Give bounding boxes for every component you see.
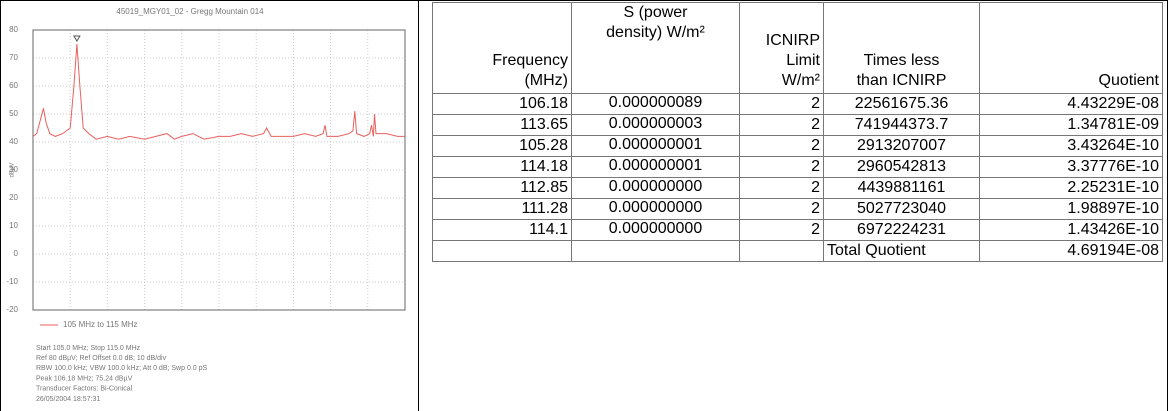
table-cell: 0.000000001 <box>571 156 740 178</box>
y-tick-label: -10 <box>6 277 18 286</box>
table-cell: 2 <box>739 156 824 178</box>
table-cell: 0.000000000 <box>571 219 740 241</box>
empty-cell <box>432 240 572 262</box>
table-cell: 3.37776E-10 <box>979 156 1163 178</box>
table-row: 112.85 0.000000000 2 4439881161 2.25231E-10 <box>432 177 1163 199</box>
table-cell: 1.43426E-10 <box>979 219 1163 241</box>
table-cell: 0.000000089 <box>571 93 740 115</box>
empty-cell <box>571 240 740 262</box>
total-label: Total Quotient <box>823 240 980 262</box>
header-row: Frequency (MHz) S (power density) W/m² ICNIR… <box>432 2 1163 94</box>
table-cell: 2 <box>739 135 824 157</box>
table-row: 111.28 0.000000000 2 5027723040 1.98897E-10 <box>432 198 1163 220</box>
table-cell: 2 <box>739 219 824 241</box>
y-tick-label: 60 <box>9 81 18 90</box>
info-line: 26/05/2004 18:57:31 <box>36 396 100 403</box>
table-cell: 111.28 <box>432 198 572 220</box>
table-cell: 0.000000001 <box>571 135 740 157</box>
table-cell: 5027723040 <box>823 198 980 220</box>
total-value: 4.69194E-08 <box>979 240 1163 262</box>
table-cell: 1.98897E-10 <box>979 198 1163 220</box>
chart-title: 45019_MGY01_02 - Gregg Mountain 014 <box>116 7 264 16</box>
table-cell: 2 <box>739 177 824 199</box>
table-cell: 22561675.36 <box>823 93 980 115</box>
divider <box>418 0 419 411</box>
y-tick-label: 70 <box>9 53 18 62</box>
quotient-table: Frequency (MHz) S (power density) W/m² ICNIR… <box>432 2 1163 262</box>
table-row: 114.1 0.000000000 2 6972224231 1.43426E-10 <box>432 219 1163 241</box>
header-cell: Quotient <box>979 2 1163 94</box>
total-row: Total Quotient 4.69194E-08 <box>432 240 1163 262</box>
table-cell: 0.000000000 <box>571 198 740 220</box>
table-cell: 105.28 <box>432 135 572 157</box>
plot-frame <box>32 29 406 311</box>
y-tick-label: 20 <box>9 193 18 202</box>
table-body: 106.18 0.000000089 2 22561675.36 4.43229E-08… <box>432 93 1163 262</box>
table-cell: 114.1 <box>432 219 572 241</box>
table-cell: 0.000000003 <box>571 114 740 136</box>
peak-marker <box>73 35 81 42</box>
info-line: Start 105.0 MHz; Stop 115.0 MHz <box>36 345 141 352</box>
info-line: Transducer Factors: Bi-Conical <box>36 386 133 393</box>
header-cell: S (power density) W/m² <box>571 2 740 94</box>
table-row: 114.18 0.000000001 2 2960542813 3.37776E-10 <box>432 156 1163 178</box>
table-cell: 112.85 <box>432 177 572 199</box>
table-cell: 3.43264E-10 <box>979 135 1163 157</box>
table-cell: 114.18 <box>432 156 572 178</box>
y-tick-label: 40 <box>9 137 18 146</box>
info-line: Ref 80 dBµV; Ref Offset 0.0 dB; 10 dB/di… <box>36 355 167 362</box>
empty-cell <box>739 240 824 262</box>
spectrum-line <box>32 43 405 140</box>
info-line: Peak 106.18 MHz; 75.24 dBµV <box>36 375 133 382</box>
table-cell: 1.34781E-09 <box>979 114 1163 136</box>
header-line: Frequency <box>492 52 568 69</box>
table-cell: 2.25231E-10 <box>979 177 1163 199</box>
y-tick-label: -20 <box>6 305 18 314</box>
header-line: Times less <box>863 52 940 69</box>
chart: 45019_MGY01_02 - Gregg Mountain 014 dBµV… <box>6 7 406 403</box>
y-tick-label: 0 <box>14 249 19 258</box>
info-line: RBW 100.0 kHz; VBW 100.0 kHz; Att 0 dB; … <box>36 365 208 372</box>
y-tick-label: 10 <box>9 221 18 230</box>
header-cell: Frequency (MHz) <box>432 2 572 94</box>
header-line: S (power <box>623 4 688 21</box>
table-row: 106.18 0.000000089 2 22561675.36 4.43229E-08 <box>432 93 1163 115</box>
table-cell: 2960542813 <box>823 156 980 178</box>
table-row: 105.28 0.000000001 2 2913207007 3.43264E-10 <box>432 135 1163 157</box>
header-line: Quotient <box>1098 72 1159 89</box>
table-cell: 2 <box>739 93 824 115</box>
table-cell: 741944373.7 <box>823 114 980 136</box>
table-cell: 2913207007 <box>823 135 980 157</box>
table-row: 113.65 0.000000003 2 741944373.7 1.34781E-09 <box>432 114 1163 136</box>
header-cell: ICNIRP Limit W/m² <box>739 2 824 94</box>
table-cell: 6972224231 <box>823 219 980 241</box>
header-line: W/m² <box>781 72 820 89</box>
header-cell: Times less than ICNIRP <box>823 2 980 94</box>
table-cell: 106.18 <box>432 93 572 115</box>
table-cell: 2 <box>739 114 824 136</box>
header-line: Limit <box>786 52 820 69</box>
table-cell: 4.43229E-08 <box>979 93 1163 115</box>
table-cell: 4439881161 <box>823 177 980 199</box>
header-line: density) W/m² <box>606 24 705 41</box>
table-cell: 113.65 <box>432 114 572 136</box>
y-tick-label: 50 <box>9 109 18 118</box>
legend-label: 105 MHz to 115 MHz <box>63 320 138 329</box>
header-line: than ICNIRP <box>856 72 947 89</box>
y-tick-label: 80 <box>9 25 18 34</box>
header-line: ICNIRP <box>765 32 820 49</box>
table-cell: 2 <box>739 198 824 220</box>
header-line: (MHz) <box>524 72 568 89</box>
table-cell: 0.000000000 <box>571 177 740 199</box>
y-axis-label: dBµV <box>10 163 16 178</box>
y-tick-label: 30 <box>9 165 18 174</box>
